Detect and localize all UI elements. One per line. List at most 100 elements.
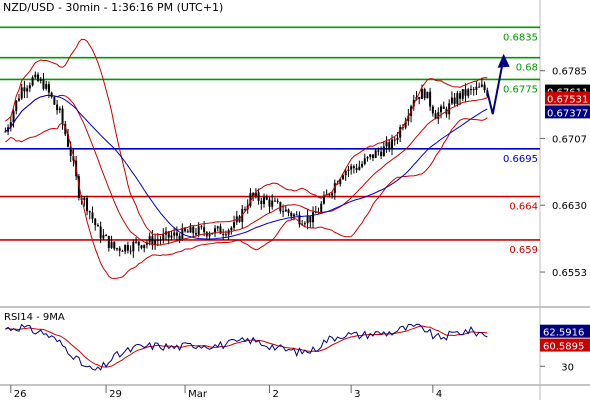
candle <box>429 87 432 111</box>
candle-body <box>69 146 72 156</box>
candle <box>388 139 391 152</box>
rsi-badge-signal <box>540 338 590 352</box>
candle <box>162 228 165 244</box>
candle-body <box>355 168 358 170</box>
candle-body <box>314 212 317 214</box>
candle-body <box>440 106 443 113</box>
rsi-badge-label-signal: 60.5895 <box>543 342 584 353</box>
candle-body <box>107 235 110 248</box>
candle <box>459 90 462 106</box>
candle <box>456 90 459 107</box>
candle <box>339 178 342 187</box>
candle <box>12 108 15 128</box>
candle <box>137 241 140 252</box>
candle-body <box>363 158 366 165</box>
candle-body <box>292 214 295 217</box>
candle <box>186 229 189 233</box>
forecast-arrow-head <box>497 53 510 68</box>
candle-body <box>129 250 132 252</box>
candle <box>34 71 37 79</box>
candle-body <box>328 194 331 196</box>
rsi-signal-line <box>5 325 488 368</box>
candle <box>205 231 208 240</box>
x-tick-label: Mar <box>188 389 208 400</box>
candle-body <box>282 211 285 213</box>
candle <box>94 217 97 231</box>
candle <box>181 223 184 242</box>
candle-body <box>385 141 388 147</box>
candle <box>129 245 132 255</box>
candle <box>113 241 116 251</box>
candle <box>382 141 385 157</box>
candle-body <box>173 232 176 236</box>
candle-body <box>28 85 31 89</box>
candle <box>393 136 396 146</box>
x-tick-label: 26 <box>14 389 27 400</box>
candle-body <box>380 151 383 157</box>
candle <box>17 93 20 102</box>
candle-body <box>61 108 64 124</box>
candle-body <box>132 241 135 252</box>
candle <box>45 80 48 91</box>
candle-body <box>39 79 42 82</box>
candle-body <box>322 195 325 204</box>
candle <box>331 191 334 199</box>
candle <box>371 154 374 162</box>
candle-body <box>434 113 437 120</box>
candle-body <box>211 233 214 235</box>
candle <box>475 80 478 96</box>
candle <box>64 120 67 137</box>
candle-body <box>350 166 353 170</box>
candle-body <box>34 74 37 78</box>
candle-body <box>124 244 127 252</box>
level-label-support: 0.659 <box>509 245 538 256</box>
candle-body <box>312 212 315 223</box>
bollinger-upper <box>5 38 488 236</box>
candle-body <box>333 183 336 194</box>
candle <box>442 101 445 109</box>
candle <box>135 237 138 244</box>
candle <box>358 160 361 171</box>
x-tick-label: 29 <box>109 389 122 400</box>
candle-body <box>382 146 385 157</box>
candle <box>363 153 366 166</box>
candle <box>322 191 325 205</box>
candle-body <box>254 192 257 197</box>
candle <box>461 89 464 101</box>
candle <box>222 228 225 241</box>
candle-body <box>243 209 246 211</box>
candle <box>156 233 159 247</box>
candle <box>233 215 236 231</box>
candle-body <box>159 239 162 241</box>
rsi-badge-rsi <box>540 324 590 338</box>
candle-body <box>66 134 69 147</box>
candle <box>423 87 426 101</box>
candle-body <box>249 193 252 206</box>
candle-body <box>72 155 75 161</box>
candle <box>132 239 135 258</box>
candle <box>20 83 23 100</box>
candle-body <box>361 164 364 167</box>
candle <box>273 197 276 202</box>
candle <box>230 226 233 235</box>
value-badge-label-ma2: 0.67377 <box>547 108 588 119</box>
candle <box>88 210 91 220</box>
candle-body <box>26 88 29 92</box>
candle <box>53 96 56 105</box>
rsi-y-tick-label: 30 <box>561 362 574 373</box>
candle <box>320 201 323 214</box>
candle <box>412 94 415 111</box>
candle-body <box>437 112 440 120</box>
candle-body <box>263 197 266 205</box>
candle-body <box>404 121 407 128</box>
value-badge-ma2 <box>545 105 590 119</box>
candle-body <box>257 192 260 201</box>
candle-body <box>4 131 7 133</box>
candle-body <box>143 244 146 249</box>
candle <box>151 229 154 250</box>
candle-body <box>431 106 434 114</box>
candle-body <box>137 241 140 246</box>
candle-body <box>45 84 48 89</box>
candle-body <box>371 154 374 158</box>
rsi-line <box>5 323 488 371</box>
